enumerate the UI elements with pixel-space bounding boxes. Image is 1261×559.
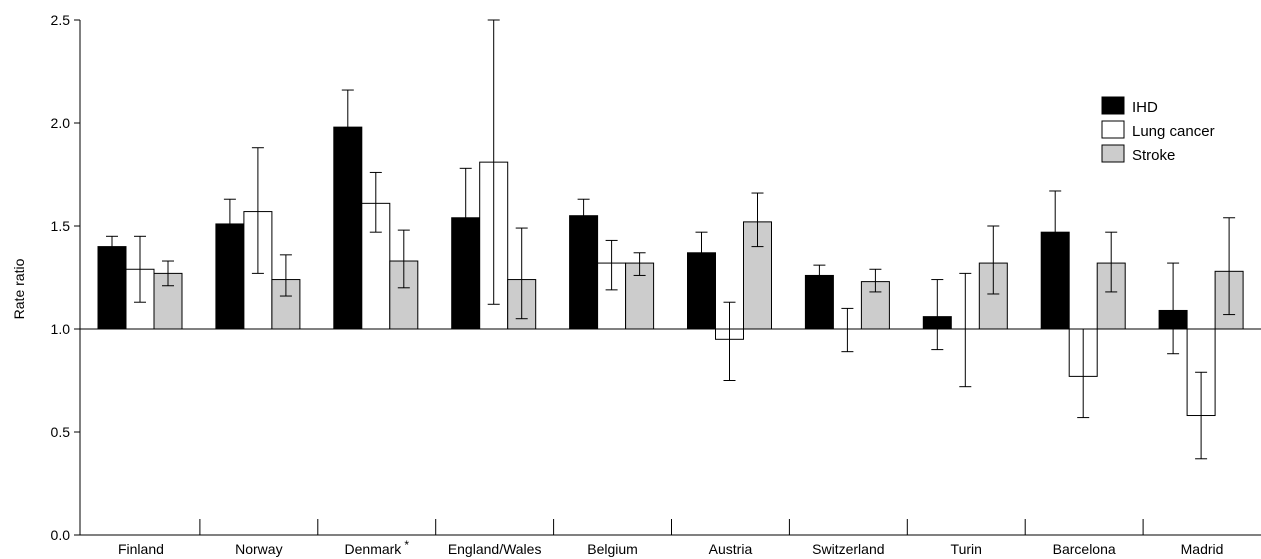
- y-tick-label: 0.5: [51, 424, 71, 440]
- legend-swatch-lung-cancer: [1101, 120, 1125, 139]
- legend-label: IHD: [1132, 99, 1158, 116]
- category-label: Barcelona: [1053, 541, 1116, 557]
- y-tick-label: 2.5: [51, 12, 71, 28]
- category-label: Switzerland: [812, 541, 884, 557]
- y-tick-label: 2.0: [51, 115, 71, 131]
- y-axis-title: Rate ratio: [11, 258, 27, 319]
- y-tick-label: 0.0: [51, 527, 71, 543]
- legend-label: Stroke: [1132, 147, 1175, 164]
- bar-ihd: [804, 274, 834, 330]
- error-bars-layer: [106, 19, 1236, 460]
- category-label: Norway: [235, 541, 282, 557]
- y-tick-label: 1.5: [51, 218, 71, 234]
- labels-layer: 0.0 0.5 1.0 1.5 2.0 2.5 Finland Norway Denmark * E…: [51, 12, 1224, 557]
- category-footnote-mark: *: [404, 538, 409, 552]
- category-label: Belgium: [587, 541, 638, 557]
- legend-label: Lung cancer: [1132, 123, 1215, 140]
- category-label: Madrid: [1181, 541, 1224, 557]
- category-label: Denmark *: [345, 538, 410, 557]
- y-tick-label: 1.0: [51, 321, 71, 337]
- bar-ihd: [333, 126, 363, 330]
- category-label: Austria: [709, 541, 753, 557]
- legend-swatch-ihd: [1101, 96, 1125, 115]
- legend-swatch-stroke: [1101, 144, 1125, 163]
- bar-ihd: [97, 246, 127, 330]
- bars-layer: [97, 126, 1244, 417]
- bar-ihd: [569, 215, 599, 330]
- category-label: England/Wales: [448, 541, 542, 557]
- legend: IHD Lung cancer Stroke: [1101, 96, 1215, 164]
- category-label: Finland: [118, 541, 164, 557]
- category-label: Turin: [951, 541, 982, 557]
